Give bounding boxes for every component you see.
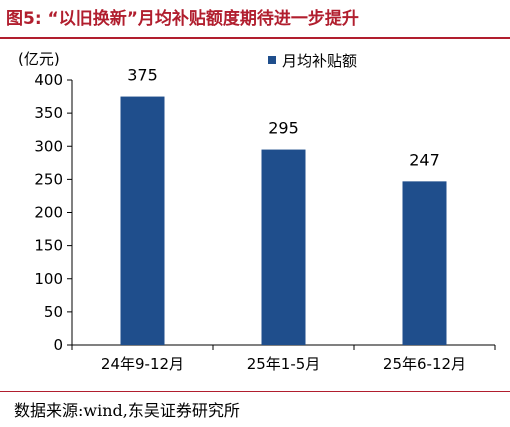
bars: 375 295 247: [120, 66, 447, 345]
y-tick-label: 300: [34, 137, 63, 155]
x-category-label: 24年9-12月: [101, 355, 184, 373]
y-axis: 0 50 100 150 200 250 300 350 400: [34, 71, 73, 354]
y-tick-label: 0: [53, 336, 63, 354]
x-category-label: 25年6-12月: [383, 355, 466, 373]
bar: [402, 181, 447, 345]
y-tick-label: 150: [34, 237, 63, 255]
y-axis-unit-label: (亿元): [18, 50, 60, 68]
title-divider: [0, 37, 510, 39]
bar: [120, 96, 165, 345]
y-tick-label: 400: [34, 71, 63, 89]
bar-value-label: 295: [268, 119, 299, 138]
x-axis: 24年9-12月 25年1-5月 25年6-12月: [71, 344, 496, 373]
bar-value-label: 375: [127, 66, 158, 85]
legend-label: 月均补贴额: [282, 52, 357, 70]
source-note: 数据来源:wind,东吴证券研究所: [14, 401, 240, 420]
x-category-label: 25年1-5月: [247, 355, 321, 373]
bar-value-label: 247: [409, 150, 440, 169]
legend-swatch: [268, 56, 276, 64]
y-tick-label: 50: [44, 303, 63, 321]
figure-title: 图5: “以旧换新”月均补贴额度期待进一步提升: [6, 9, 359, 29]
bar-chart: (亿元) 月均补贴额 0 50 100 150 200 250 300 350 400 24年9…: [18, 50, 496, 373]
source-divider: [0, 391, 510, 392]
bar: [261, 149, 306, 345]
y-tick-label: 250: [34, 170, 63, 188]
chart-legend: 月均补贴额: [268, 52, 357, 70]
y-tick-label: 200: [34, 204, 63, 222]
y-tick-label: 350: [34, 104, 63, 122]
y-tick-label: 100: [34, 270, 63, 288]
